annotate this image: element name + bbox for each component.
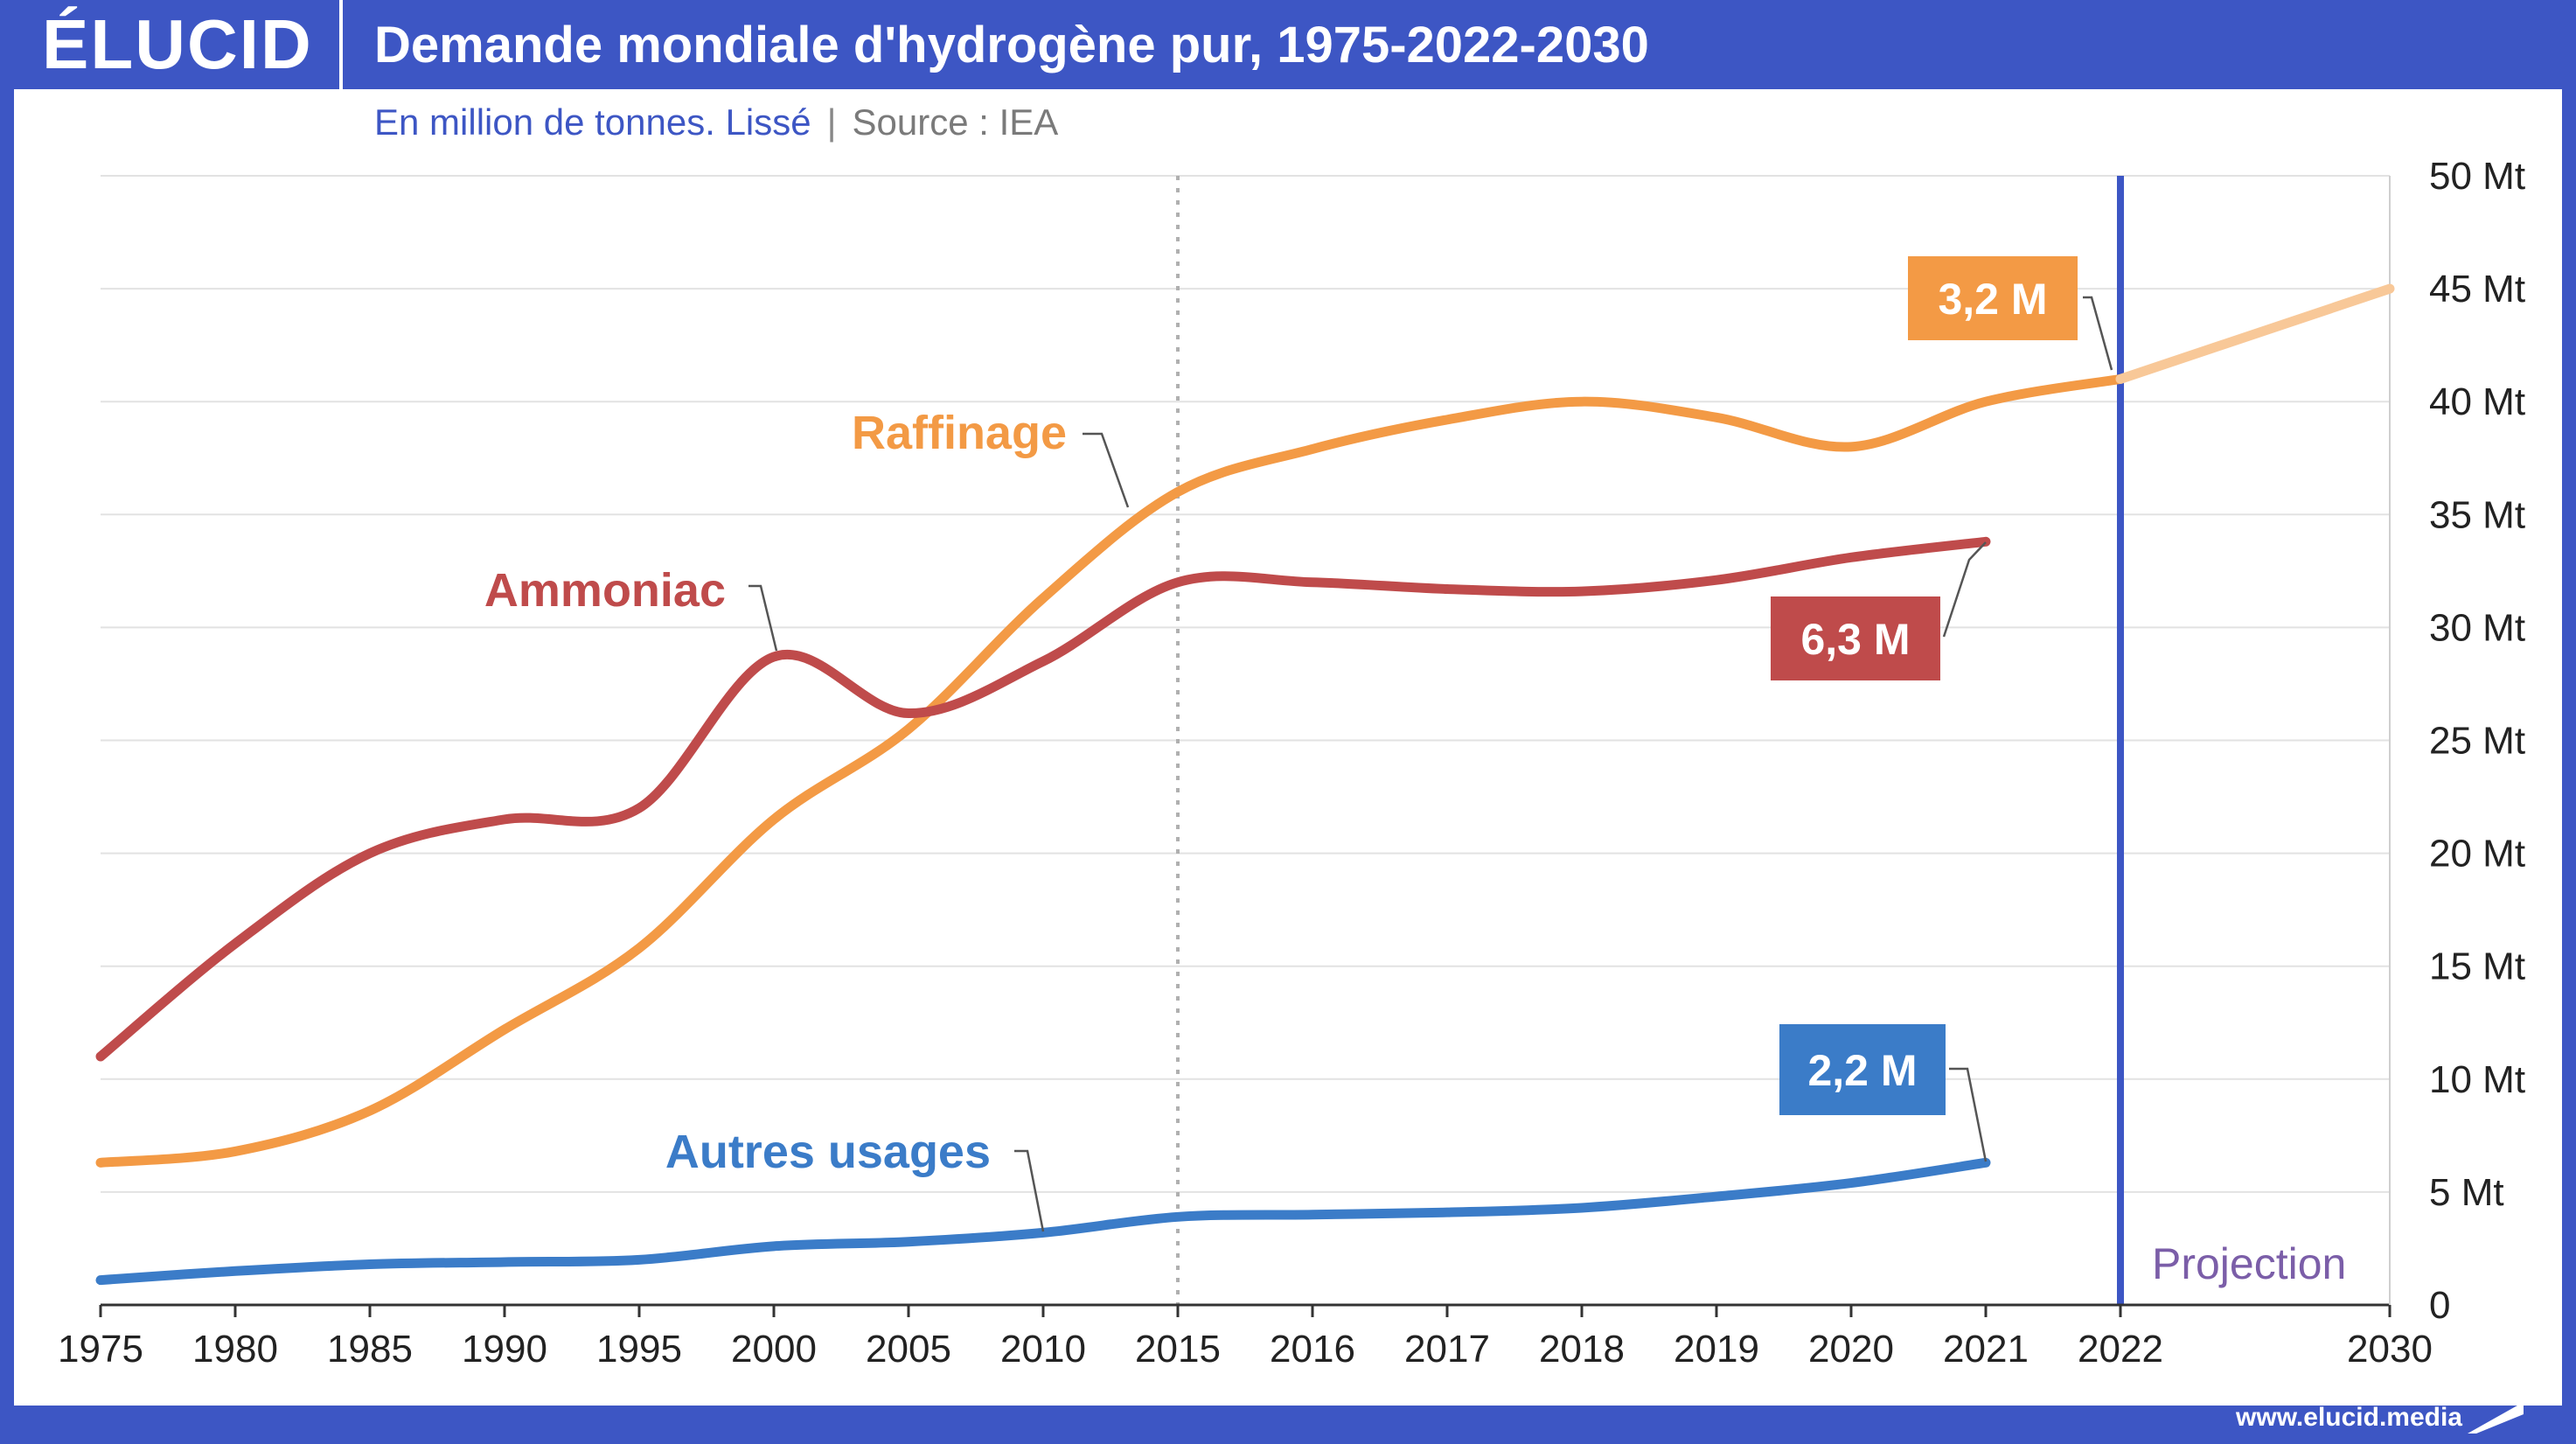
- gridlines: [101, 175, 2390, 1193]
- series-lines: [95, 283, 2395, 1286]
- projection-label: Projection: [2152, 1239, 2346, 1288]
- x-tick-label: 2017: [1404, 1328, 1490, 1371]
- chart-subtitle: En million de tonnes. Lissé | Source : IEA: [374, 98, 1058, 147]
- series-line-autres: [95, 1157, 1991, 1286]
- callout-leader-raffinage: [2083, 296, 2113, 371]
- series-labels: Raffinage Ammoniac Autres usages: [484, 407, 1130, 1232]
- subtitle-separator: |: [826, 101, 837, 143]
- x-tick-label: 2016: [1270, 1328, 1355, 1371]
- series-label-raffinage: Raffinage: [852, 407, 1067, 459]
- x-tick-label: 2030: [2347, 1328, 2433, 1371]
- y-tick-label: 45 Mt: [2429, 268, 2525, 310]
- callout-value-ammoniac: 6,3 M: [1800, 615, 1910, 664]
- header-divider: [339, 0, 343, 89]
- series-line-ammoniac: [95, 536, 1991, 1062]
- x-tick-label: 1980: [192, 1328, 278, 1371]
- x-axis: 1975 1980 1985 1990 1995 2000 2005 2010 2015 2016…: [58, 1303, 2433, 1371]
- footer-website: www.elucid.media: [2236, 1403, 2462, 1432]
- x-tick-label: 2021: [1943, 1328, 2029, 1371]
- callout-leader-autres: [1949, 1067, 1988, 1162]
- subtitle-source: Source : IEA: [852, 101, 1059, 143]
- y-tick-label: 10 Mt: [2429, 1058, 2525, 1101]
- callout-box-ammoniac: [1771, 596, 1940, 680]
- header-bar: ÉLUCID Demande mondiale d'hydrogène pur,…: [0, 0, 2576, 89]
- y-tick-label: 5 Mt: [2429, 1171, 2504, 1214]
- series-label-ammoniac: Ammoniac: [484, 564, 726, 617]
- series-line-raffinage: [95, 373, 2126, 1168]
- y-tick-label: 25 Mt: [2429, 720, 2525, 763]
- x-tick-label: 2019: [1674, 1328, 1759, 1371]
- x-tick-label: 2010: [1000, 1328, 1086, 1371]
- y-tick-label: 35 Mt: [2429, 493, 2525, 536]
- vertical-markers: Projection: [1176, 176, 2346, 1305]
- x-tick-label: 1985: [327, 1328, 413, 1371]
- x-tick-label: 1975: [58, 1328, 143, 1371]
- subtitle-units: En million de tonnes. Lissé: [374, 101, 811, 143]
- x-tick-label: 2015: [1135, 1328, 1221, 1371]
- y-tick-label: 30 Mt: [2429, 606, 2525, 649]
- leader-line-ammoniac: [748, 584, 778, 652]
- x-tick-label: 2020: [1808, 1328, 1894, 1371]
- x-tick-label: 1995: [596, 1328, 682, 1371]
- brand-mark-icon: [2468, 1402, 2524, 1434]
- y-axis: 0 5 Mt 10 Mt 15 Mt 20 Mt 25 Mt 30 Mt 35 Mt 40 Mt…: [2389, 155, 2525, 1327]
- y-tick-label: 15 Mt: [2429, 945, 2525, 988]
- leader-line-autres: [1014, 1149, 1045, 1232]
- y-tick-label: 50 Mt: [2429, 155, 2525, 198]
- x-tick-label: 2005: [866, 1328, 951, 1371]
- x-tick-label: 2000: [731, 1328, 817, 1371]
- chart-title: Demande mondiale d'hydrogène pur, 1975-2…: [374, 17, 1649, 73]
- x-tick-label: 1990: [462, 1328, 547, 1371]
- callout-box-raffinage: [1908, 256, 2078, 340]
- series-label-autres: Autres usages: [665, 1126, 991, 1178]
- x-tick-label: 2018: [1539, 1328, 1625, 1371]
- callout-leader-ammoniac: [1942, 541, 1987, 638]
- y-tick-label: 20 Mt: [2429, 833, 2525, 875]
- chart-panel: [14, 89, 2562, 1406]
- brand-logo: ÉLUCID: [42, 5, 313, 83]
- callout-box-autres: [1779, 1024, 1946, 1115]
- y-tick-label: 0: [2429, 1284, 2450, 1327]
- leader-line-raffinage: [1083, 432, 1130, 508]
- series-line-raffinage-projection: [2115, 283, 2395, 384]
- y-tick-label: 40 Mt: [2429, 380, 2525, 423]
- callout-value-autres: 2,2 M: [1807, 1046, 1917, 1095]
- x-tick-label: 2022: [2078, 1328, 2163, 1371]
- value-callouts: 3,2 M 6,3 M 2,2 M: [1771, 256, 2113, 1162]
- callout-value-raffinage: 3,2 M: [1938, 275, 2047, 324]
